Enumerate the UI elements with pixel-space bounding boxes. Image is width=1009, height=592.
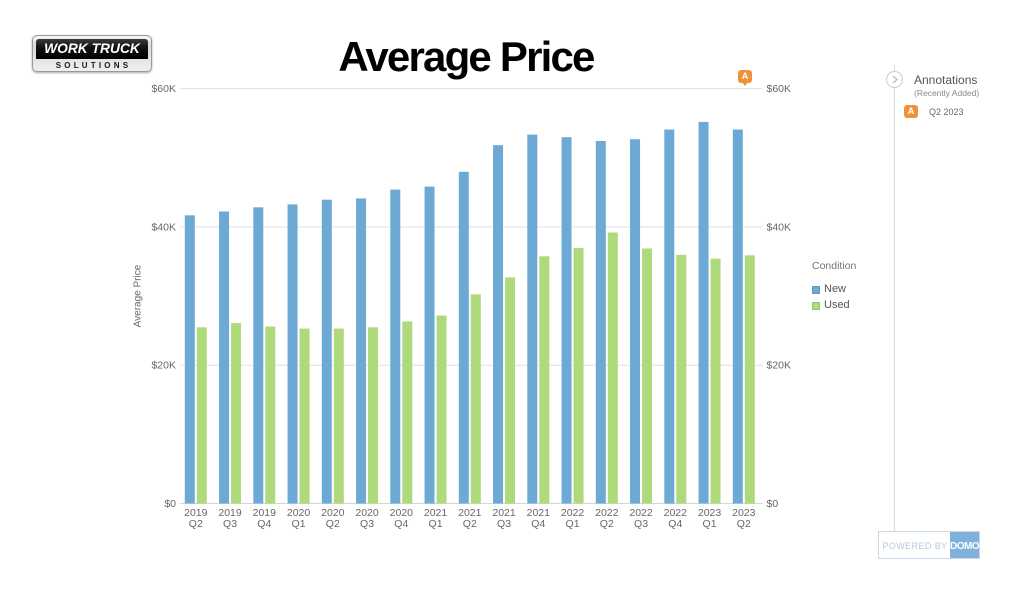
svg-text:Q4: Q4 xyxy=(668,518,682,530)
svg-text:$0: $0 xyxy=(164,498,176,510)
svg-text:2020: 2020 xyxy=(287,507,311,519)
svg-text:2019: 2019 xyxy=(253,507,277,519)
svg-text:Q2: Q2 xyxy=(737,518,751,530)
svg-text:Q4: Q4 xyxy=(257,518,271,530)
svg-text:Q2: Q2 xyxy=(600,518,614,530)
svg-text:Q2: Q2 xyxy=(189,518,203,530)
svg-text:Q3: Q3 xyxy=(360,518,374,530)
svg-text:2019: 2019 xyxy=(218,507,242,519)
svg-text:2020: 2020 xyxy=(321,507,345,519)
svg-text:$20K: $20K xyxy=(767,360,792,372)
svg-text:2021: 2021 xyxy=(424,507,448,519)
svg-text:$40K: $40K xyxy=(767,221,792,233)
svg-text:Q1: Q1 xyxy=(566,518,580,530)
svg-text:2021: 2021 xyxy=(527,507,551,519)
svg-text:2022: 2022 xyxy=(664,507,688,519)
svg-text:$40K: $40K xyxy=(151,221,176,233)
svg-text:Q1: Q1 xyxy=(292,518,306,530)
svg-text:Q2: Q2 xyxy=(463,518,477,530)
svg-text:Q1: Q1 xyxy=(703,518,717,530)
svg-text:2021: 2021 xyxy=(492,507,516,519)
svg-text:Q2: Q2 xyxy=(326,518,340,530)
svg-text:$60K: $60K xyxy=(767,83,792,95)
svg-text:Q3: Q3 xyxy=(634,518,648,530)
svg-text:2022: 2022 xyxy=(595,507,619,519)
svg-text:2023: 2023 xyxy=(698,507,722,519)
svg-text:Q4: Q4 xyxy=(531,518,545,530)
svg-text:2019: 2019 xyxy=(184,507,208,519)
svg-text:2022: 2022 xyxy=(561,507,585,519)
svg-text:$20K: $20K xyxy=(151,360,176,372)
svg-text:2023: 2023 xyxy=(732,507,756,519)
svg-text:2022: 2022 xyxy=(629,507,653,519)
svg-text:$0: $0 xyxy=(767,498,779,510)
svg-text:Q1: Q1 xyxy=(429,518,443,530)
svg-text:2020: 2020 xyxy=(390,507,414,519)
svg-text:$60K: $60K xyxy=(151,83,176,95)
svg-text:Q3: Q3 xyxy=(223,518,237,530)
svg-text:2021: 2021 xyxy=(458,507,482,519)
svg-text:Q3: Q3 xyxy=(497,518,511,530)
svg-text:2020: 2020 xyxy=(355,507,379,519)
svg-text:Average Price: Average Price xyxy=(133,264,144,327)
svg-text:Q4: Q4 xyxy=(394,518,408,530)
